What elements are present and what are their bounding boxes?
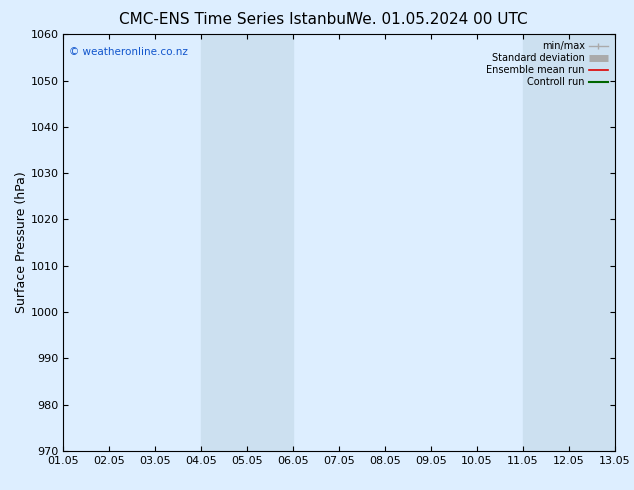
Text: We. 01.05.2024 00 UTC: We. 01.05.2024 00 UTC [347,12,527,27]
Text: CMC-ENS Time Series Istanbul: CMC-ENS Time Series Istanbul [119,12,350,27]
Bar [523,34,615,451]
Legend: min/max, Standard deviation, Ensemble mean run, Controll run: min/max, Standard deviation, Ensemble me… [484,39,610,89]
Y-axis label: Surface Pressure (hPa): Surface Pressure (hPa) [15,172,28,314]
Text: © weatheronline.co.nz: © weatheronline.co.nz [69,47,188,57]
Bar [202,34,293,451]
